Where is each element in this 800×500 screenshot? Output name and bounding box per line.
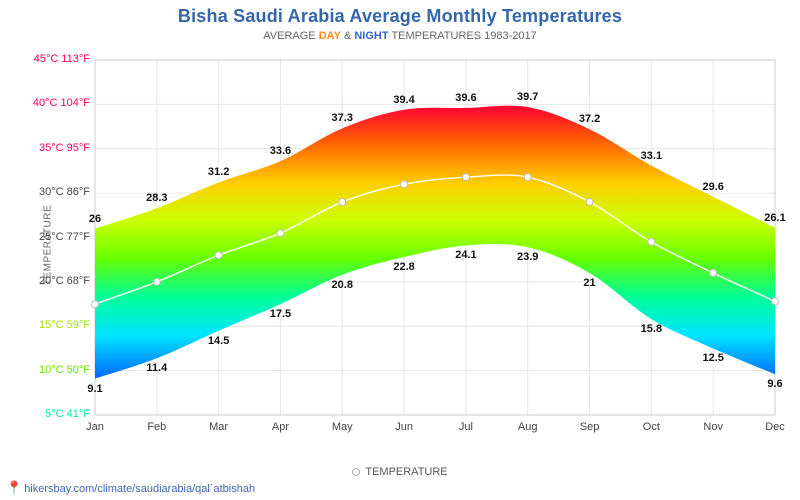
low-value-label: 23.9 (517, 251, 538, 263)
high-value-label: 39.6 (455, 92, 476, 104)
x-tick: Aug (518, 421, 538, 433)
y-tick: 35°C 95°F (15, 143, 90, 154)
legend-marker-icon (352, 468, 360, 476)
y-tick: 40°C 104°F (15, 98, 90, 109)
high-value-label: 31.2 (208, 166, 229, 178)
subtitle-amp: & (341, 30, 354, 42)
x-tick: Oct (643, 421, 660, 433)
y-tick: 15°C 59°F (15, 320, 90, 331)
temperature-chart (0, 50, 800, 440)
low-value-label: 9.6 (767, 378, 782, 390)
y-tick: 45°C 113°F (15, 54, 90, 65)
chart-area: TEMPERATURE 5°C 41°F10°C 50°F15°C 59°F20… (0, 50, 800, 440)
x-tick: Jan (86, 421, 104, 433)
x-tick: Dec (765, 421, 785, 433)
y-tick: 5°C 41°F (15, 409, 90, 420)
x-tick: Jul (459, 421, 473, 433)
legend: TEMPERATURE (0, 466, 800, 478)
source-link[interactable]: 📍hikersbay.com/climate/saudiarabia/qal`a… (6, 480, 255, 496)
legend-label: TEMPERATURE (365, 466, 447, 478)
high-value-label: 39.4 (393, 94, 414, 106)
map-pin-icon: 📍 (6, 480, 22, 495)
y-tick: 10°C 50°F (15, 365, 90, 376)
x-tick: Feb (147, 421, 166, 433)
high-value-label: 33.1 (641, 150, 662, 162)
high-value-label: 29.6 (702, 181, 723, 193)
low-value-label: 17.5 (270, 308, 291, 320)
high-value-label: 33.6 (270, 145, 291, 157)
subtitle-prefix: AVERAGE (263, 30, 318, 42)
low-value-label: 9.1 (87, 383, 102, 395)
x-tick: May (332, 421, 353, 433)
page-title: Bisha Saudi Arabia Average Monthly Tempe… (0, 0, 800, 27)
low-value-label: 21 (583, 277, 595, 289)
high-value-label: 39.7 (517, 91, 538, 103)
high-value-label: 28.3 (146, 192, 167, 204)
high-value-label: 37.2 (579, 113, 600, 125)
low-value-label: 24.1 (455, 249, 476, 261)
low-value-label: 11.4 (146, 362, 167, 374)
subtitle-suffix: TEMPERATURES 1983-2017 (389, 30, 537, 42)
x-tick: Apr (272, 421, 289, 433)
x-tick: Jun (395, 421, 413, 433)
x-tick: Mar (209, 421, 228, 433)
y-tick: 30°C 86°F (15, 187, 90, 198)
high-value-label: 26 (89, 213, 101, 225)
low-value-label: 22.8 (393, 261, 414, 273)
subtitle-night: NIGHT (354, 30, 388, 42)
x-tick: Sep (580, 421, 600, 433)
subtitle: AVERAGE DAY & NIGHT TEMPERATURES 1983-20… (0, 27, 800, 42)
y-tick: 20°C 68°F (15, 276, 90, 287)
low-value-label: 20.8 (332, 279, 353, 291)
subtitle-day: DAY (319, 30, 341, 42)
low-value-label: 12.5 (702, 352, 723, 364)
low-value-label: 15.8 (641, 323, 662, 335)
x-tick: Nov (703, 421, 723, 433)
high-value-label: 37.3 (332, 112, 353, 124)
y-tick: 25°C 77°F (15, 232, 90, 243)
source-url: hikersbay.com/climate/saudiarabia/qal`at… (24, 483, 255, 495)
high-value-label: 26.1 (764, 212, 785, 224)
low-value-label: 14.5 (208, 335, 229, 347)
